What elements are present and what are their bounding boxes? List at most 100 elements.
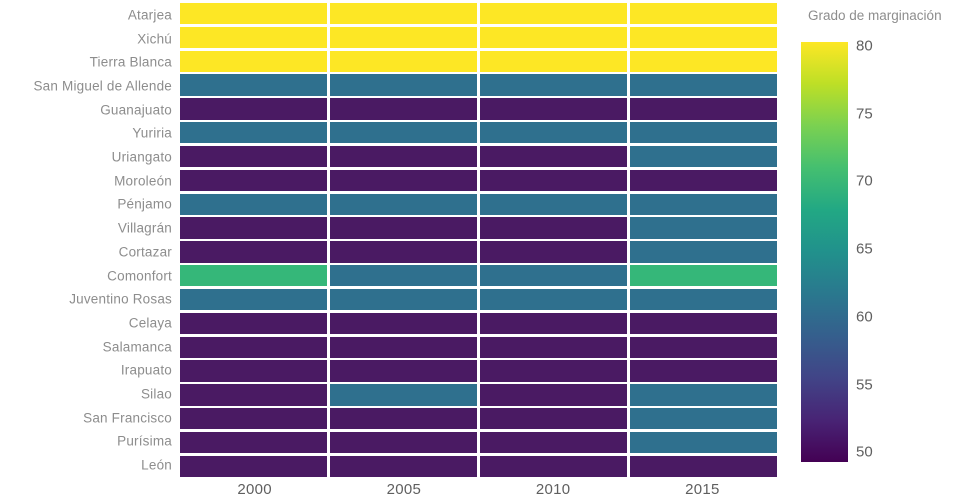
x-axis-label: 2010 (535, 481, 571, 498)
heatmap-cell-16-3[interactable] (630, 384, 777, 406)
heatmap-cell-3-1[interactable] (330, 74, 477, 96)
y-axis-label: Yuriria (132, 125, 172, 141)
heatmap-cell-14-1[interactable] (330, 336, 477, 358)
heatmap-cell-5-0[interactable] (180, 122, 327, 144)
y-axis-label: Silao (140, 386, 172, 402)
heatmap-cell-18-1[interactable] (330, 431, 477, 454)
heatmap-cell-8-2[interactable] (480, 193, 627, 215)
y-axis-label: Celaya (128, 315, 172, 331)
heatmap-cell-2-1[interactable] (330, 50, 477, 72)
y-axis-label: San Miguel de Allende (33, 78, 172, 94)
colorbar-tick-label: 65 (856, 240, 873, 258)
heatmap-cell-13-3[interactable] (630, 312, 777, 335)
heatmap-cell-9-1[interactable] (330, 217, 477, 239)
heatmap-cell-17-0[interactable] (180, 408, 327, 430)
heatmap-cell-9-3[interactable] (630, 217, 777, 239)
heatmap-cell-9-2[interactable] (480, 217, 627, 239)
heatmap-cell-19-0[interactable] (180, 455, 327, 477)
heatmap-cell-17-3[interactable] (630, 408, 777, 430)
heatmap-cell-1-2[interactable] (480, 26, 627, 49)
heatmap-cell-11-1[interactable] (330, 265, 477, 287)
y-axis-label: Comonfort (107, 268, 172, 284)
heatmap-cell-1-1[interactable] (330, 26, 477, 49)
heatmap-cell-2-2[interactable] (480, 50, 627, 72)
colorbar-gradient (801, 42, 848, 462)
heatmap-cell-12-3[interactable] (630, 288, 777, 311)
heatmap-cell-1-0[interactable] (180, 26, 327, 49)
heatmap-cell-4-2[interactable] (480, 98, 627, 120)
heatmap-cell-10-0[interactable] (180, 241, 327, 263)
heatmap-cell-12-2[interactable] (480, 288, 627, 311)
heatmap-cell-18-2[interactable] (480, 431, 627, 454)
heatmap-cell-6-2[interactable] (480, 145, 627, 168)
y-axis-label: León (141, 457, 172, 473)
heatmap-cell-7-1[interactable] (330, 169, 477, 192)
heatmap-cell-7-3[interactable] (630, 169, 777, 192)
y-axis-label: Pénjamo (117, 196, 172, 212)
heatmap-cell-17-2[interactable] (480, 408, 627, 430)
heatmap-cell-14-2[interactable] (480, 336, 627, 358)
heatmap-cell-15-2[interactable] (480, 360, 627, 382)
heatmap-cell-11-2[interactable] (480, 265, 627, 287)
heatmap-cell-7-2[interactable] (480, 169, 627, 192)
heatmap-cell-2-0[interactable] (180, 50, 327, 72)
heatmap-cell-6-0[interactable] (180, 145, 327, 168)
heatmap-cell-3-3[interactable] (630, 74, 777, 96)
heatmap-cell-9-0[interactable] (180, 217, 327, 239)
colorbar-title: Grado de marginación (808, 8, 942, 23)
heatmap-cell-5-1[interactable] (330, 122, 477, 144)
heatmap-cell-8-3[interactable] (630, 193, 777, 215)
heatmap-cell-10-3[interactable] (630, 241, 777, 263)
heatmap-cell-18-3[interactable] (630, 431, 777, 454)
heatmap-cell-17-1[interactable] (330, 408, 477, 430)
y-axis-label: Atarjea (127, 7, 172, 23)
heatmap-cell-5-3[interactable] (630, 122, 777, 144)
heatmap-cell-14-0[interactable] (180, 336, 327, 358)
heatmap-cell-3-0[interactable] (180, 74, 327, 96)
heatmap-cell-11-0[interactable] (180, 265, 327, 287)
heatmap-cell-12-0[interactable] (180, 288, 327, 311)
heatmap-cell-3-2[interactable] (480, 74, 627, 96)
heatmap-cell-19-1[interactable] (330, 455, 477, 477)
heatmap-cell-0-0[interactable] (180, 3, 327, 25)
heatmap-cell-15-1[interactable] (330, 360, 477, 382)
heatmap-cell-16-0[interactable] (180, 384, 327, 406)
heatmap-cell-12-1[interactable] (330, 288, 477, 311)
heatmap-cell-6-3[interactable] (630, 145, 777, 168)
heatmap-cell-7-0[interactable] (180, 169, 327, 192)
heatmap-cell-4-3[interactable] (630, 98, 777, 120)
y-axis-label: Juventino Rosas (69, 291, 172, 307)
heatmap-cell-0-1[interactable] (330, 3, 477, 25)
heatmap-cell-13-2[interactable] (480, 312, 627, 335)
heatmap-cell-0-2[interactable] (480, 3, 627, 25)
heatmap-cell-8-1[interactable] (330, 193, 477, 215)
heatmap-cell-0-3[interactable] (630, 3, 777, 25)
heatmap-cell-16-1[interactable] (330, 384, 477, 406)
heatmap-cell-14-3[interactable] (630, 336, 777, 358)
heatmap-cell-4-0[interactable] (180, 98, 327, 120)
x-axis-label: 2000 (237, 481, 272, 498)
heatmap-cell-6-1[interactable] (330, 145, 477, 168)
heatmap-cell-13-0[interactable] (180, 312, 327, 335)
heatmap-cell-18-0[interactable] (180, 431, 327, 454)
heatmap-cell-10-2[interactable] (480, 241, 627, 263)
y-axis-label: Tierra Blanca (89, 54, 172, 70)
heatmap-cell-10-1[interactable] (330, 241, 477, 263)
x-axis-label: 2015 (685, 481, 720, 498)
heatmap-cell-1-3[interactable] (630, 26, 777, 49)
heatmap-cell-15-3[interactable] (630, 360, 777, 382)
heatmap-cell-8-0[interactable] (180, 193, 327, 215)
heatmap-cell-4-1[interactable] (330, 98, 477, 120)
colorbar-tick-label: 75 (856, 105, 873, 123)
colorbar-tick-label: 70 (856, 172, 873, 190)
heatmap-cell-2-3[interactable] (630, 50, 777, 72)
heatmap-cell-11-3[interactable] (630, 265, 777, 287)
heatmap-cell-13-1[interactable] (330, 312, 477, 335)
heatmap-cell-15-0[interactable] (180, 360, 327, 382)
heatmap-cell-5-2[interactable] (480, 122, 627, 144)
heatmap-cell-19-2[interactable] (480, 455, 627, 477)
heatmap-cell-16-2[interactable] (480, 384, 627, 406)
y-axis-label: Irapuato (120, 362, 172, 378)
heatmap-cell-19-3[interactable] (630, 455, 777, 477)
